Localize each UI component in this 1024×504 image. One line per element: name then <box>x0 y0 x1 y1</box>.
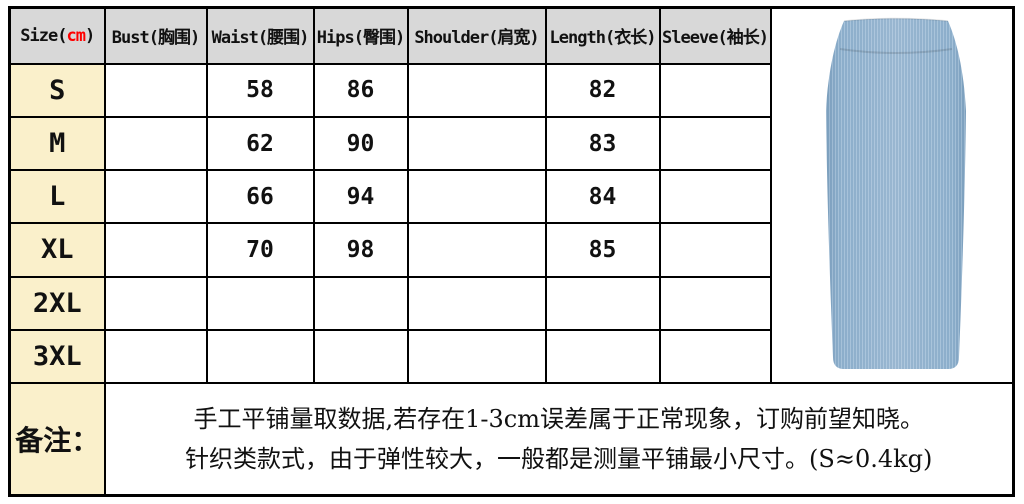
sleeve-value <box>658 169 772 225</box>
hips-value: 94 <box>312 169 409 225</box>
table-row-xl: XL 70 98 85 <box>8 222 1014 278</box>
shoulder-value <box>406 169 547 225</box>
table-row-3xl: 3XL <box>8 328 1014 385</box>
size-header-prefix: Size( <box>20 25 67 46</box>
remark-line-1: 手工平铺量取数据,若存在1-3cm误差属于正常现象，订购前望知晓。 <box>193 404 924 433</box>
size-label: XL <box>8 222 106 278</box>
column-header-sleeve: Sleeve(袖长) <box>658 6 772 65</box>
hips-value <box>312 328 409 385</box>
sleeve-value <box>658 115 772 172</box>
length-value: 82 <box>544 62 661 118</box>
waist-value <box>205 275 315 331</box>
waist-value <box>205 328 315 385</box>
column-header-shoulder: Shoulder(肩宽) <box>406 6 547 65</box>
bust-value <box>103 328 208 385</box>
waist-value: 62 <box>205 115 315 172</box>
size-label: L <box>8 169 106 225</box>
skirt-waistband-seam <box>840 48 953 54</box>
skirt-product-image <box>826 17 967 369</box>
waist-value: 70 <box>205 222 315 278</box>
sleeve-value <box>658 62 772 118</box>
table-row-l: L 66 94 84 <box>8 169 1014 225</box>
waist-value: 58 <box>205 62 315 118</box>
shoulder-value <box>406 328 547 385</box>
shoulder-value <box>406 222 547 278</box>
column-header-bust: Bust(胸围) <box>103 6 208 65</box>
hips-value <box>312 275 409 331</box>
shoulder-value <box>406 62 547 118</box>
sleeve-value <box>658 222 772 278</box>
table-row-2xl: 2XL <box>8 275 1014 331</box>
header-row: Size(cm) Bust(胸围) Waist(腰围) Hips(臀围) Sho… <box>8 6 1015 384</box>
bust-value <box>103 169 208 225</box>
bust-value <box>103 115 208 172</box>
table-row-m: M 62 90 83 <box>8 115 1014 172</box>
product-image-cell <box>769 6 1015 384</box>
length-value <box>544 275 661 331</box>
length-value: 83 <box>544 115 661 172</box>
size-label: 2XL <box>8 275 106 331</box>
shoulder-value <box>406 115 547 172</box>
bust-value <box>103 222 208 278</box>
size-label: S <box>8 62 106 118</box>
remark-label: 备注： <box>8 382 106 496</box>
sleeve-value <box>658 275 772 331</box>
column-header-size: Size(cm) <box>8 6 106 65</box>
remark-line-2: 针织类款式，由于弹性较大，一般都是测量平铺最小尺寸。(S≈0.4kg) <box>185 444 933 473</box>
size-label: M <box>8 115 106 172</box>
remark-row: 备注： 手工平铺量取数据,若存在1-3cm误差属于正常现象，订购前望知晓。 针织… <box>8 382 1015 496</box>
hips-value: 86 <box>312 62 409 118</box>
hips-value: 90 <box>312 115 409 172</box>
bust-value <box>103 275 208 331</box>
bust-value <box>103 62 208 118</box>
length-value: 84 <box>544 169 661 225</box>
size-header-suffix: ) <box>84 25 95 46</box>
size-label: 3XL <box>8 328 106 385</box>
length-value <box>544 328 661 385</box>
shoulder-value <box>406 275 547 331</box>
remark-text-cell: 手工平铺量取数据,若存在1-3cm误差属于正常现象，订购前望知晓。 针织类款式，… <box>103 382 1015 496</box>
column-header-hips: Hips(臀围) <box>312 6 409 65</box>
column-header-waist: Waist(腰围) <box>205 6 315 65</box>
table-row-s: S 58 86 82 <box>8 62 1014 118</box>
waist-value: 66 <box>205 169 315 225</box>
size-chart-table: Size(cm) Bust(胸围) Waist(腰围) Hips(臀围) Sho… <box>8 6 1015 497</box>
hips-value: 98 <box>312 222 409 278</box>
sleeve-value <box>658 328 772 385</box>
column-header-length: Length(衣长) <box>544 6 661 65</box>
length-value: 85 <box>544 222 661 278</box>
size-unit-cm: cm <box>66 25 86 46</box>
